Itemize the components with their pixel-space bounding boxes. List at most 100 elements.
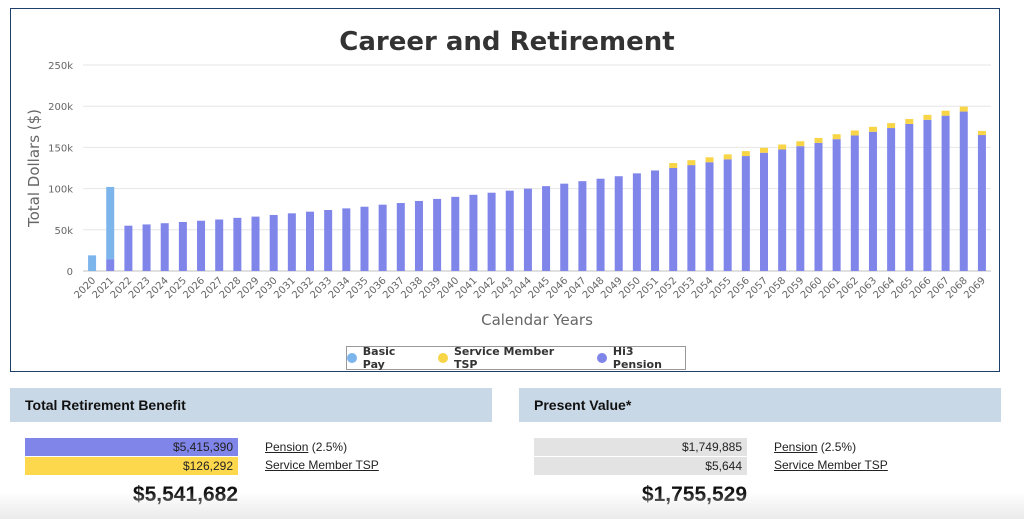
bar-hi3-pension-2034 — [342, 208, 351, 271]
bar-hi3-pension-2054 — [705, 162, 714, 271]
chart-container: Career and Retirement 0 50k 100k 150k 200k 250… — [10, 8, 1000, 372]
bar-hi3-pension-2027 — [215, 219, 224, 271]
bar-hi3-pension-2048 — [596, 178, 605, 271]
bar-hi3-pension-2038 — [414, 200, 423, 271]
bar-service-member-tsp-2052 — [669, 163, 678, 168]
bar-hi3-pension-2046 — [560, 183, 569, 271]
y-axis-title: Total Dollars ($) — [25, 109, 43, 228]
bar-service-member-tsp-2061 — [832, 134, 841, 140]
bar-hi3-pension-2056 — [741, 156, 750, 271]
legend-item-hi3-pension[interactable]: Hi3 Pension — [597, 345, 685, 371]
bar-hi3-pension-2053 — [687, 165, 696, 271]
legend-item-basic-pay[interactable]: Basic Pay — [347, 345, 420, 371]
bar-hi3-pension-2051 — [651, 170, 660, 271]
y-tick-label: 250k — [48, 61, 73, 72]
bar-service-member-tsp-2058 — [778, 144, 787, 150]
bar-hi3-pension-2066 — [923, 119, 932, 272]
total-tsp-value-bar: $126,292 — [25, 457, 238, 475]
bar-service-member-tsp-2066 — [923, 114, 932, 120]
pension-rate: (2.5%) — [311, 440, 348, 454]
bar-service-member-tsp-2069 — [977, 130, 986, 136]
bar-hi3-pension-2044 — [523, 188, 532, 271]
bar-hi3-pension-2037 — [396, 203, 405, 271]
bar-hi3-pension-2055 — [723, 159, 732, 271]
legend-label-service-member-tsp: Service Member TSP — [453, 345, 555, 371]
bar-hi3-pension-2033 — [324, 210, 333, 271]
bar-service-member-tsp-2059 — [796, 141, 805, 147]
bar-hi3-pension-2063 — [868, 131, 877, 271]
bar-hi3-pension-2026 — [197, 220, 206, 271]
bar-hi3-pension-2060 — [814, 142, 823, 271]
present-service-member-tsp-link[interactable]: Service Member TSP — [774, 458, 888, 472]
present-pension-link[interactable]: Pension — [774, 440, 818, 454]
bar-service-member-tsp-2068 — [959, 106, 968, 112]
pension-link[interactable]: Pension — [265, 440, 309, 454]
present-tsp-row-label: Service Member TSP — [774, 458, 888, 472]
bar-hi3-pension-2065 — [905, 123, 914, 271]
bar-service-member-tsp-2055 — [723, 154, 732, 160]
y-tick-label: 100k — [48, 185, 73, 196]
present-value-header: Present Value* — [519, 388, 1001, 422]
bar-service-member-tsp-2053 — [687, 160, 696, 166]
bar-hi3-pension-2024 — [160, 223, 169, 271]
present-tsp-value-bar: $5,644 — [534, 457, 747, 475]
total-pension-row-label: Pension (2.5%) — [265, 440, 347, 454]
bar-hi3-pension-2043 — [505, 190, 514, 271]
bar-hi3-pension-2025 — [178, 221, 187, 271]
bar-service-member-tsp-2056 — [741, 151, 750, 157]
legend-label-hi3-pension: Hi3 Pension — [612, 345, 662, 371]
bar-hi3-pension-2050 — [632, 173, 641, 271]
bar-hi3-pension-2035 — [360, 206, 369, 271]
chart-title: Career and Retirement — [339, 27, 674, 57]
career-retirement-chart: Career and Retirement 0 50k 100k 150k 200k 250… — [25, 27, 991, 329]
bar-hi3-pension-2057 — [760, 152, 768, 271]
bar-basic-pay-2020 — [88, 255, 97, 271]
bar-hi3-pension-2042 — [487, 192, 496, 271]
bar-service-member-tsp-2060 — [814, 137, 823, 143]
bar-hi3-pension-2058 — [778, 149, 787, 271]
bar-hi3-pension-2064 — [887, 128, 896, 271]
bar-hi3-pension-2062 — [850, 135, 859, 271]
legend-item-service-member-tsp[interactable]: Service Member TSP — [438, 345, 579, 371]
bar-hi3-pension-2039 — [433, 198, 442, 271]
bar-hi3-pension-2069 — [977, 135, 986, 271]
bar-service-member-tsp-2062 — [850, 130, 859, 136]
bar-hi3-pension-2047 — [578, 181, 587, 271]
bar-hi3-pension-2030 — [269, 214, 278, 271]
bar-hi3-pension-2036 — [378, 204, 387, 271]
bar-hi3-pension-2022 — [124, 225, 133, 271]
total-benefit-header: Total Retirement Benefit — [10, 388, 492, 422]
chart-legend: Basic Pay Service Member TSP Hi3 Pension — [346, 345, 686, 371]
bar-hi3-pension-2029 — [251, 216, 260, 271]
bar-hi3-pension-2040 — [451, 196, 460, 271]
present-pension-row-label: Pension (2.5%) — [774, 440, 856, 454]
bar-hi3-pension-2028 — [233, 217, 242, 271]
bar-hi3-pension-2061 — [832, 139, 841, 271]
bar-hi3-pension-2031 — [287, 213, 296, 271]
bar-hi3-pension-2067 — [941, 115, 950, 272]
bar-service-member-tsp-2067 — [941, 110, 950, 116]
present-value-amount: $1,755,529 — [641, 483, 747, 506]
service-member-tsp-link[interactable]: Service Member TSP — [265, 458, 379, 472]
y-tick-label: 0 — [67, 267, 73, 278]
bar-hi3-pension-2041 — [469, 194, 478, 271]
bar-service-member-tsp-2064 — [887, 123, 896, 129]
bar-hi3-pension-2032 — [306, 211, 314, 271]
bar-service-member-tsp-2057 — [760, 147, 768, 153]
x-tick-label: 2069 — [962, 275, 988, 301]
bar-service-member-tsp-2063 — [868, 126, 877, 132]
bar-hi3-pension-2049 — [614, 176, 623, 271]
y-tick-label: 150k — [48, 143, 73, 154]
present-pension-rate: (2.5%) — [820, 440, 857, 454]
x-axis-title: Calendar Years — [481, 311, 593, 329]
bar-hi3-pension-2023 — [142, 224, 151, 271]
legend-marker-service-member-tsp — [438, 353, 448, 363]
y-tick-label: 200k — [48, 102, 73, 113]
bar-hi3-pension-2052 — [669, 168, 678, 271]
bar-service-member-tsp-2054 — [705, 157, 714, 163]
bar-hi3-pension-2045 — [542, 186, 551, 271]
bar-service-member-tsp-2065 — [905, 118, 914, 124]
present-pension-value-bar: $1,749,885 — [534, 438, 747, 456]
bar-hi3-pension-2059 — [796, 146, 805, 271]
bar-basic-pay-2021 — [106, 186, 115, 260]
